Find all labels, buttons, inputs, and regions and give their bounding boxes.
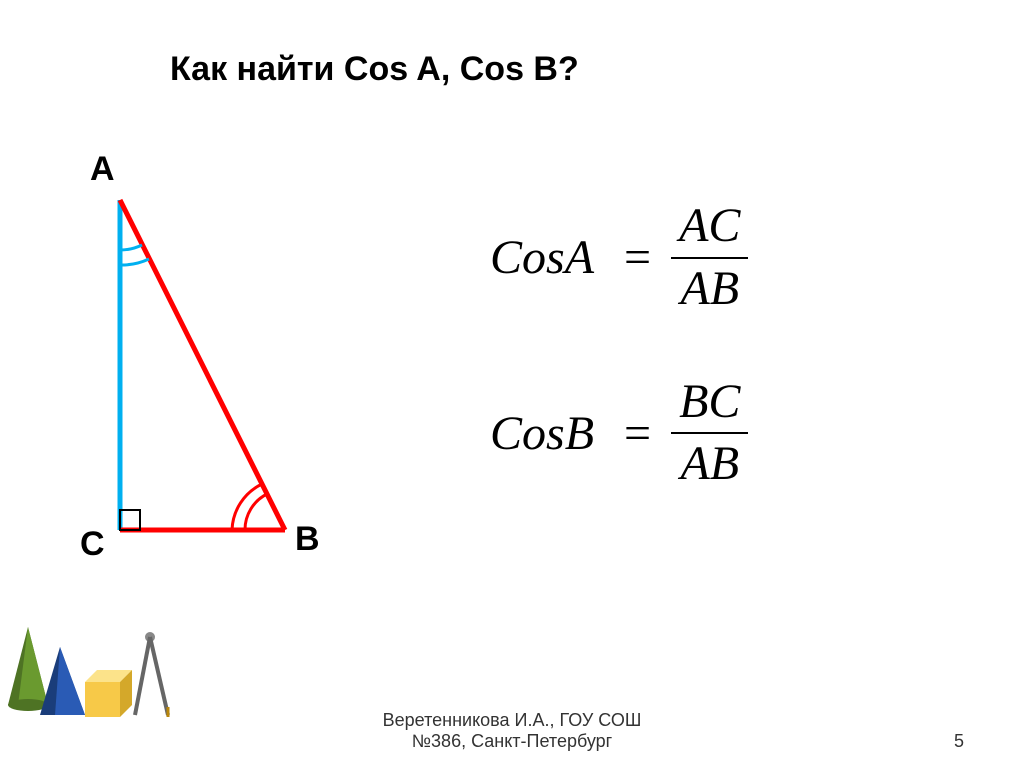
- vertex-label-b: B: [295, 520, 320, 559]
- fraction: AC AB: [671, 200, 748, 316]
- fraction-bar: [671, 257, 748, 259]
- formula-cos-b: CosB = BC AB: [490, 376, 970, 492]
- formula-lhs: CosB: [490, 406, 594, 461]
- triangle-diagram: A C B: [60, 180, 380, 580]
- angle-a-arc1: [120, 245, 142, 250]
- compass-leg1: [135, 637, 150, 715]
- right-angle-marker: [120, 510, 140, 530]
- formula-cos-a: CosA = AC AB: [490, 200, 970, 316]
- vertex-label-a: A: [90, 150, 115, 189]
- fraction-denominator: AB: [672, 438, 747, 491]
- angle-b-arc1: [245, 494, 267, 530]
- compass-leg2: [150, 637, 168, 715]
- vertex-label-c: C: [80, 525, 105, 564]
- equals-sign: =: [624, 230, 651, 285]
- page-number: 5: [954, 731, 964, 752]
- footer-credit: Веретенникова И.А., ГОУ СОШ №386, Санкт-…: [0, 710, 1024, 752]
- fraction-numerator: BC: [671, 376, 748, 429]
- tetra-main: [55, 647, 85, 715]
- fraction-bar: [671, 432, 748, 434]
- side-ab: [120, 200, 285, 530]
- fraction-numerator: AC: [671, 200, 748, 253]
- angle-a-arc2: [120, 259, 149, 265]
- footer-line2: №386, Санкт-Петербург: [412, 731, 613, 751]
- formula-lhs: CosA: [490, 230, 594, 285]
- fraction: BC AB: [671, 376, 748, 492]
- page-title: Как найти Cos A, Cos B?: [170, 50, 579, 89]
- formulas-block: CosA = AC AB CosB = BC AB: [490, 200, 970, 551]
- footer-line1: Веретенникова И.А., ГОУ СОШ: [383, 710, 642, 730]
- fraction-denominator: AB: [672, 263, 747, 316]
- equals-sign: =: [624, 406, 651, 461]
